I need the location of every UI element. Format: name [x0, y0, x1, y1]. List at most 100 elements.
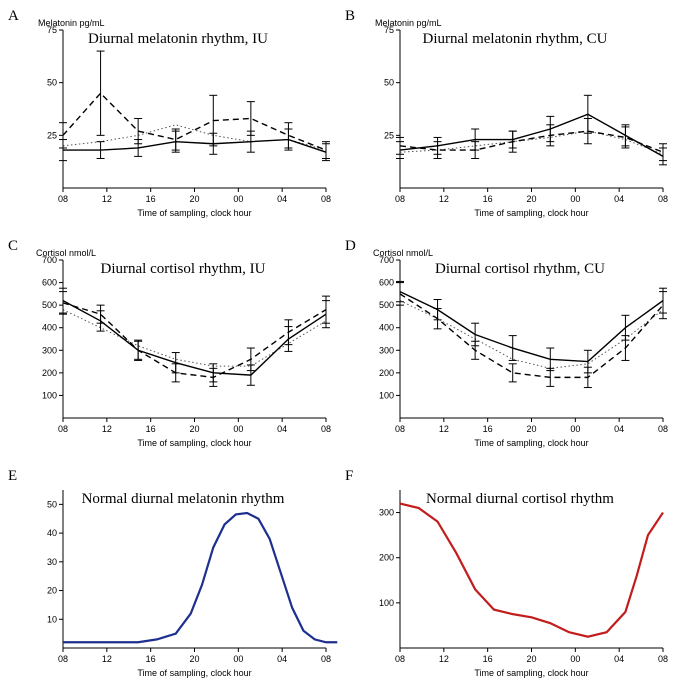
svg-text:25: 25: [47, 130, 57, 140]
svg-text:04: 04: [277, 654, 287, 664]
svg-text:Time of sampling, clock hour: Time of sampling, clock hour: [137, 668, 251, 678]
svg-text:16: 16: [483, 654, 493, 664]
svg-text:12: 12: [439, 194, 449, 204]
svg-text:00: 00: [570, 654, 580, 664]
panel-e-plot: 102030405008121620000408Time of sampling…: [47, 490, 337, 678]
svg-text:08: 08: [321, 654, 331, 664]
svg-text:10: 10: [47, 614, 57, 624]
svg-text:300: 300: [379, 508, 394, 518]
panel-e-label: E: [8, 468, 17, 485]
svg-text:600: 600: [42, 278, 57, 288]
svg-text:16: 16: [146, 424, 156, 434]
svg-text:Time of sampling, clock hour: Time of sampling, clock hour: [137, 438, 251, 448]
panel-e-svg: Normal diurnal melatonin rhythm 10 20 30 40…: [8, 468, 338, 693]
svg-text:700: 700: [42, 255, 57, 265]
panel-b: B Melatonin pg/mL Diurnal melatonin rhyt…: [345, 8, 675, 233]
svg-text:Time of sampling, clock hour: Time of sampling, clock hour: [137, 208, 251, 218]
svg-text:04: 04: [614, 424, 624, 434]
panel-a-plot: 25507508121620000408Time of sampling, cl…: [47, 25, 331, 218]
svg-text:08: 08: [658, 424, 668, 434]
svg-text:50: 50: [47, 78, 57, 88]
panel-a-title: Diurnal melatonin rhythm, IU: [88, 31, 268, 47]
figure-grid: A Melatonin pg/mL Diurnal melatonin rhyt…: [0, 0, 676, 698]
svg-text:12: 12: [439, 424, 449, 434]
panel-f-title: Normal diurnal cortisol rhythm: [426, 491, 614, 507]
panel-c-svg: Cortisol nmol/L Diurnal cortisol rhythm,…: [8, 238, 338, 463]
svg-text:00: 00: [233, 194, 243, 204]
svg-text:20: 20: [526, 654, 536, 664]
svg-text:20: 20: [189, 194, 199, 204]
svg-text:400: 400: [379, 323, 394, 333]
panel-f: F Normal diurnal cortisol rhythm 100 200 3…: [345, 468, 675, 693]
svg-text:04: 04: [614, 654, 624, 664]
panel-e-title: Normal diurnal melatonin rhythm: [82, 491, 285, 507]
panel-f-plot: 100 200 300 08 12 16 20 00 04 08 Time of sampling,…: [379, 490, 668, 678]
svg-text:00: 00: [233, 654, 243, 664]
svg-text:500: 500: [379, 300, 394, 310]
svg-text:12: 12: [102, 424, 112, 434]
svg-text:16: 16: [483, 424, 493, 434]
panel-b-label: B: [345, 8, 355, 25]
svg-text:400: 400: [42, 323, 57, 333]
svg-text:Time of sampling, clock hour: Time of sampling, clock hour: [474, 208, 588, 218]
svg-text:00: 00: [233, 424, 243, 434]
svg-text:00: 00: [570, 194, 580, 204]
svg-text:200: 200: [42, 368, 57, 378]
svg-text:12: 12: [102, 194, 112, 204]
svg-text:300: 300: [379, 345, 394, 355]
svg-text:08: 08: [395, 194, 405, 204]
svg-text:08: 08: [395, 424, 405, 434]
svg-text:08: 08: [395, 654, 405, 664]
svg-text:50: 50: [47, 499, 57, 509]
svg-text:08: 08: [658, 654, 668, 664]
panel-d-label: D: [345, 238, 356, 255]
svg-text:600: 600: [379, 278, 394, 288]
svg-text:08: 08: [58, 654, 68, 664]
svg-text:30: 30: [47, 557, 57, 567]
panel-c: C Cortisol nmol/L Diurnal cortisol rhyth…: [8, 238, 338, 463]
svg-text:300: 300: [42, 345, 57, 355]
svg-text:08: 08: [58, 194, 68, 204]
panel-a-svg: Melatonin pg/mL Diurnal melatonin rhythm…: [8, 8, 338, 233]
panel-c-label: C: [8, 238, 18, 255]
svg-text:Time of sampling, clock hour: Time of sampling, clock hour: [474, 668, 588, 678]
svg-text:08: 08: [58, 424, 68, 434]
svg-text:04: 04: [614, 194, 624, 204]
panel-c-plot: 100 200 300 400 500 600 700 08 12 16 20 00 04 08 Time …: [42, 255, 331, 448]
svg-text:75: 75: [384, 25, 394, 35]
svg-text:04: 04: [277, 424, 287, 434]
panel-a-label: A: [8, 8, 19, 25]
svg-text:08: 08: [321, 424, 331, 434]
panel-d-svg: Cortisol nmol/L Diurnal cortisol rhythm,…: [345, 238, 675, 463]
svg-text:100: 100: [379, 390, 394, 400]
panel-d: D Cortisol nmol/L Diurnal cortisol rhyth…: [345, 238, 675, 463]
svg-text:25: 25: [384, 130, 394, 140]
panel-e: E Normal diurnal melatonin rhythm 10 20 30…: [8, 468, 338, 693]
svg-text:100: 100: [379, 598, 394, 608]
panel-a: A Melatonin pg/mL Diurnal melatonin rhyt…: [8, 8, 338, 233]
svg-text:12: 12: [102, 654, 112, 664]
svg-text:100: 100: [42, 390, 57, 400]
svg-text:200: 200: [379, 368, 394, 378]
svg-text:40: 40: [47, 528, 57, 538]
svg-text:Time of sampling, clock hour: Time of sampling, clock hour: [474, 438, 588, 448]
svg-text:16: 16: [146, 194, 156, 204]
svg-text:500: 500: [42, 300, 57, 310]
panel-d-title: Diurnal cortisol rhythm, CU: [435, 261, 605, 277]
svg-text:20: 20: [526, 194, 536, 204]
panel-d-plot: 10020030040050060070008121620000408Time …: [379, 255, 668, 448]
svg-text:20: 20: [47, 586, 57, 596]
svg-text:50: 50: [384, 78, 394, 88]
svg-text:08: 08: [658, 194, 668, 204]
svg-text:200: 200: [379, 553, 394, 563]
panel-f-svg: Normal diurnal cortisol rhythm 100 200 300…: [345, 468, 675, 693]
svg-text:12: 12: [439, 654, 449, 664]
svg-text:00: 00: [570, 424, 580, 434]
svg-text:20: 20: [189, 424, 199, 434]
panel-b-svg: Melatonin pg/mL Diurnal melatonin rhythm…: [345, 8, 675, 233]
panel-f-label: F: [345, 468, 353, 485]
panel-b-title: Diurnal melatonin rhythm, CU: [423, 31, 608, 47]
svg-text:16: 16: [483, 194, 493, 204]
svg-text:75: 75: [47, 25, 57, 35]
svg-text:04: 04: [277, 194, 287, 204]
